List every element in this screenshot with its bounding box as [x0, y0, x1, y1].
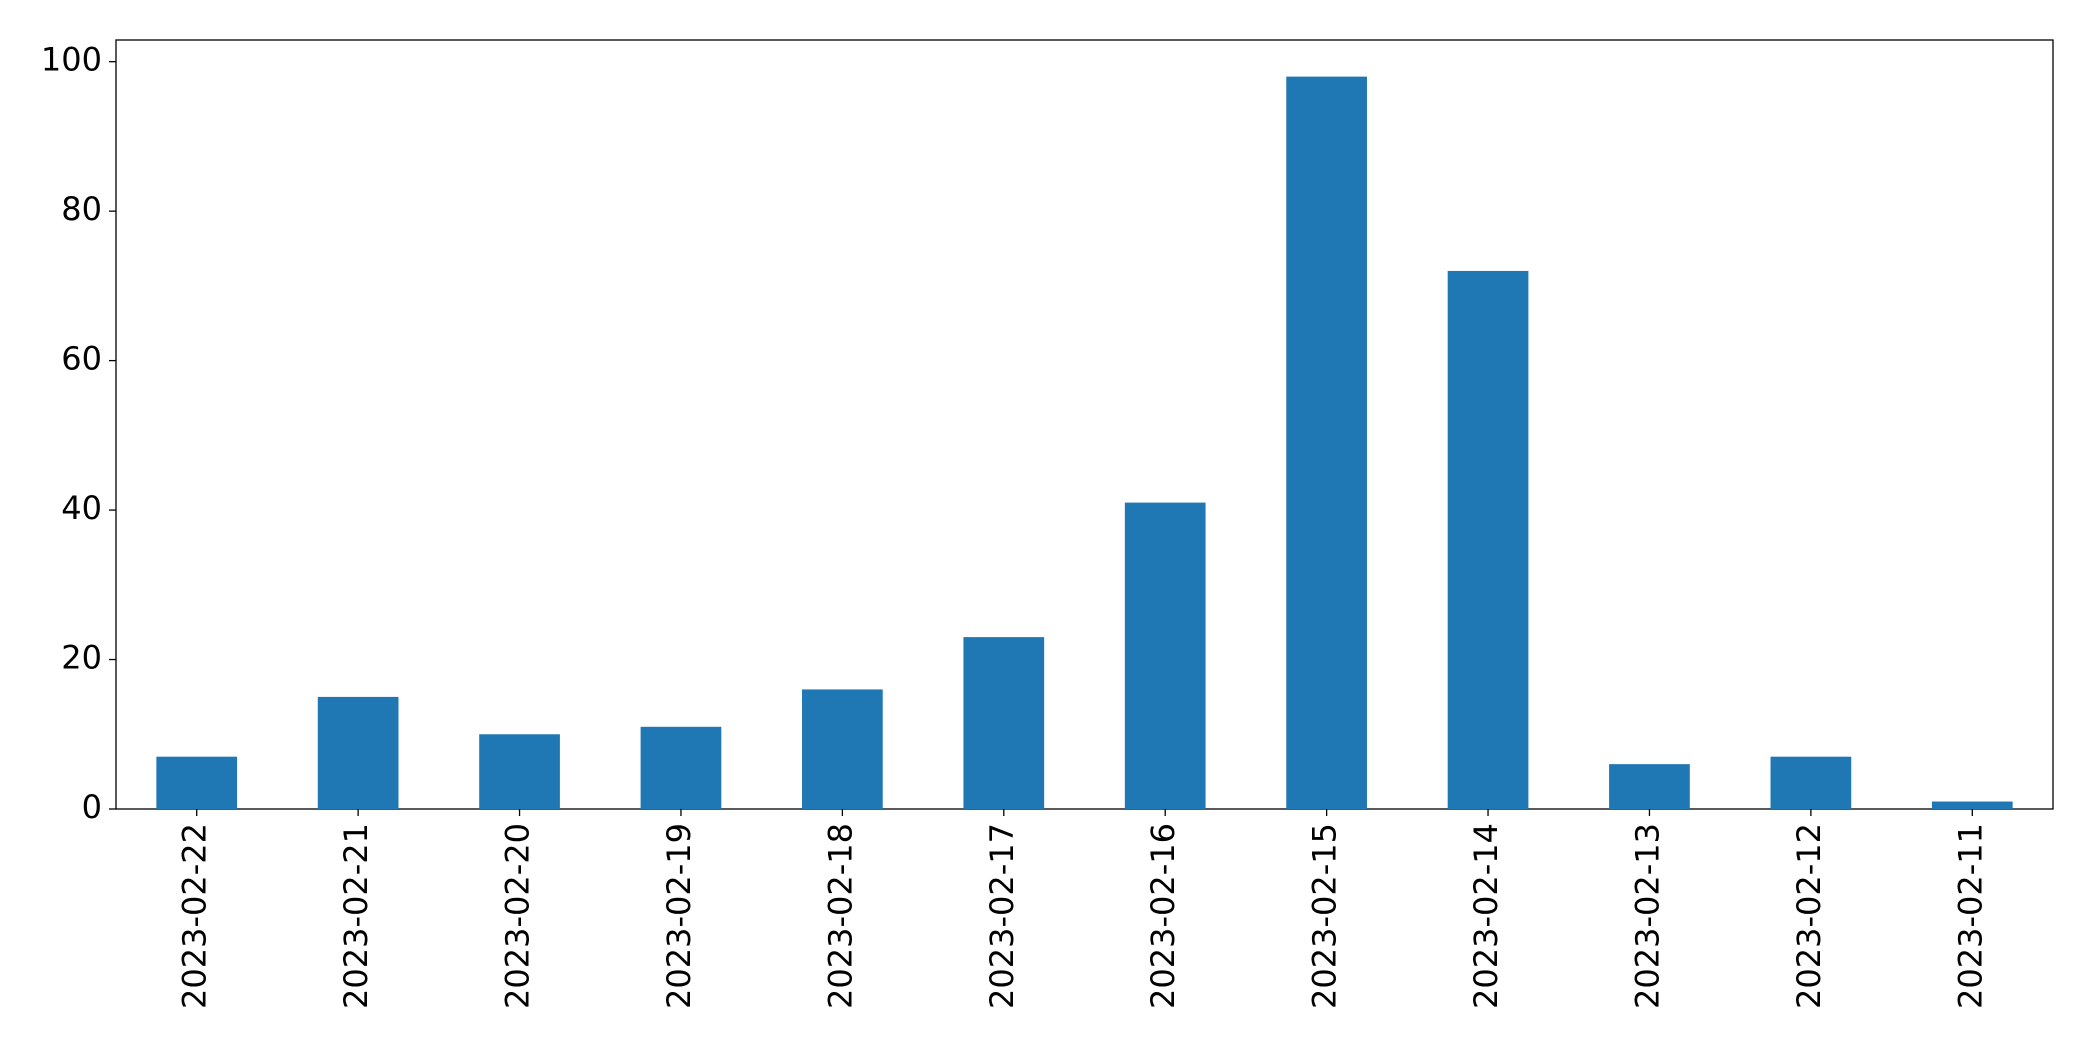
- x-tick-label: 2023-02-11: [1951, 823, 1989, 1009]
- bar: [1124, 502, 1206, 809]
- bar: [640, 726, 722, 809]
- bar: [317, 696, 399, 809]
- plot-frame: [115, 39, 2054, 810]
- x-tick-label: 2023-02-13: [1628, 823, 1666, 1009]
- bar: [479, 734, 560, 809]
- y-tick-label: 20: [61, 639, 102, 677]
- bar: [1931, 801, 2013, 809]
- x-tick-label: 2023-02-21: [337, 823, 375, 1009]
- y-tick-label: 60: [61, 340, 102, 378]
- x-tick-label: 2023-02-19: [660, 823, 698, 1009]
- y-tick-label: 0: [82, 788, 102, 826]
- bar: [802, 689, 883, 809]
- bar: [1609, 764, 1690, 809]
- x-tick-label: 2023-02-12: [1790, 823, 1828, 1009]
- x-tick-label: 2023-02-16: [1144, 823, 1182, 1009]
- bar: [156, 756, 238, 809]
- y-tick-label: 80: [61, 190, 102, 228]
- x-tick-label: 2023-02-17: [983, 823, 1021, 1009]
- x-tick-label: 2023-02-15: [1306, 823, 1344, 1009]
- x-tick-label: 2023-02-14: [1467, 823, 1505, 1009]
- bar: [1286, 76, 1367, 810]
- x-tick-label: 2023-02-22: [176, 823, 214, 1009]
- x-tick-label: 2023-02-18: [821, 823, 859, 1009]
- y-tick-label: 100: [41, 41, 102, 79]
- bar: [1770, 756, 1852, 809]
- x-tick-label: 2023-02-20: [499, 823, 537, 1009]
- y-tick-label: 40: [61, 489, 102, 527]
- bar: [1447, 270, 1529, 809]
- bar: [963, 637, 1045, 809]
